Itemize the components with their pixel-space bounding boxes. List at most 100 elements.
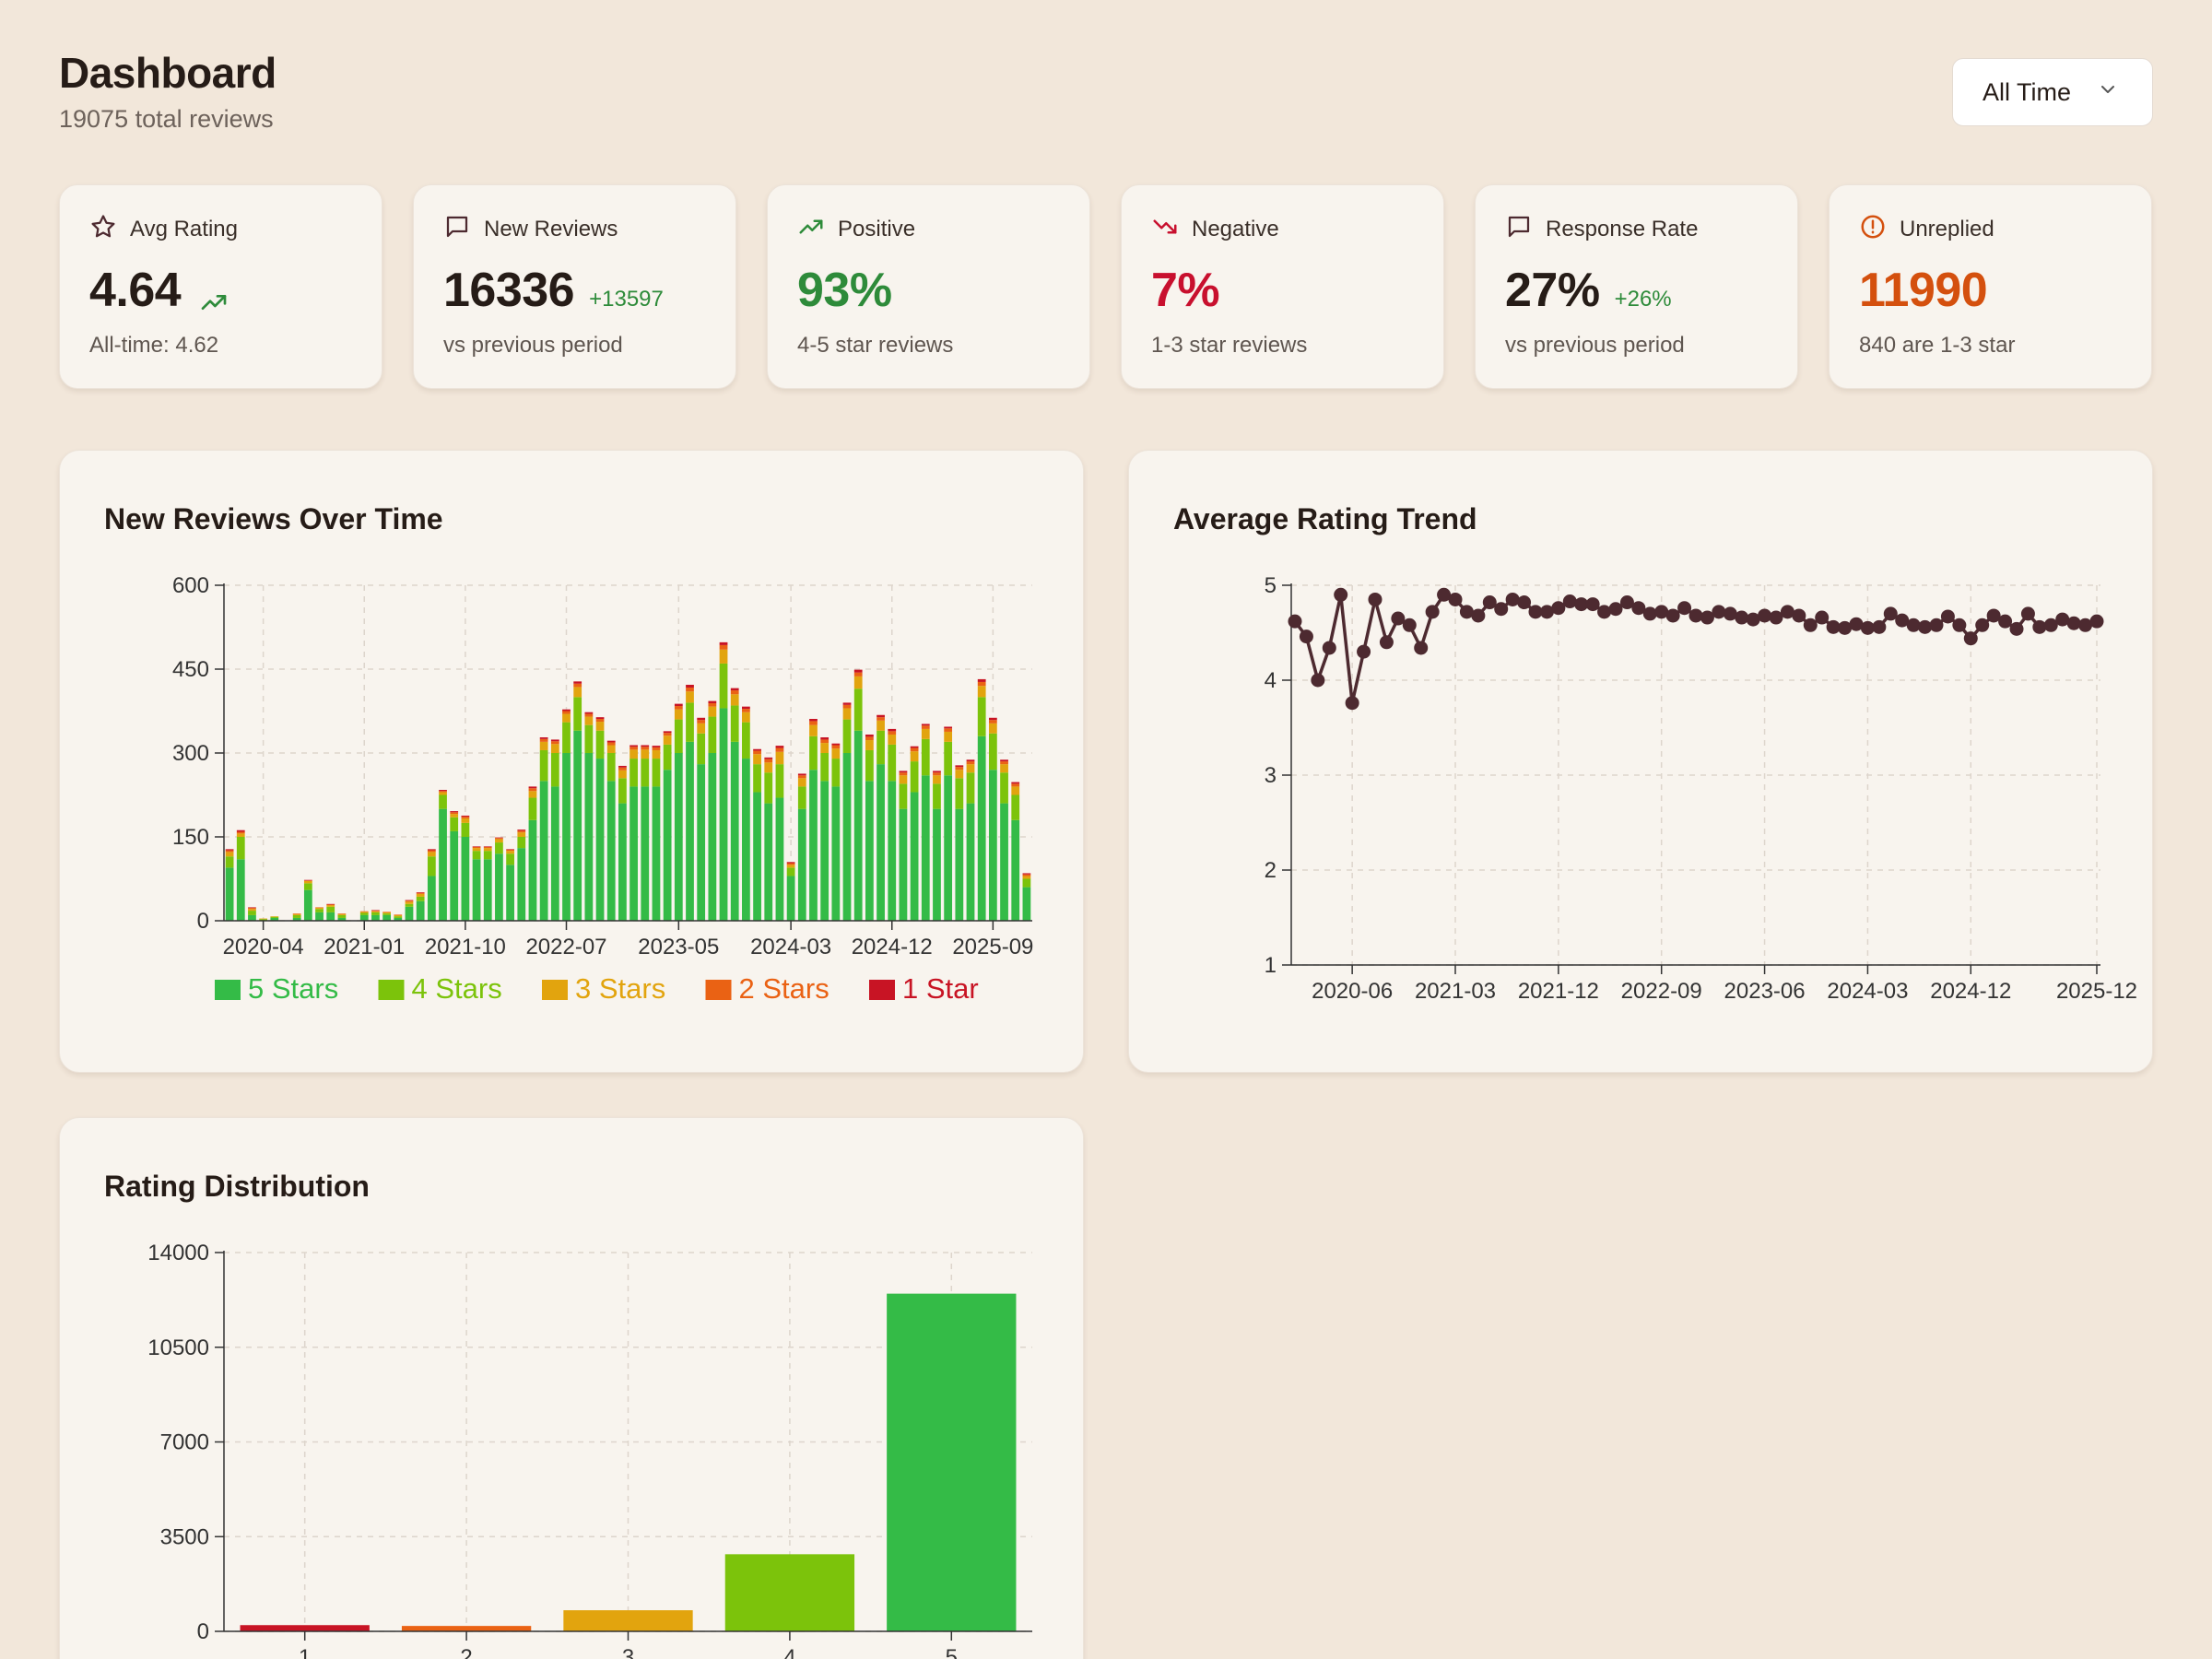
bar-segment bbox=[753, 764, 761, 793]
x-tick-label: 2024-12 bbox=[1930, 979, 2011, 1004]
bar-segment bbox=[562, 711, 571, 714]
bar-segment bbox=[461, 817, 470, 818]
bar-segment bbox=[708, 700, 717, 704]
bar-segment bbox=[450, 812, 459, 815]
kpi-subtext: 1-3 star reviews bbox=[1151, 333, 1308, 358]
bar-segment bbox=[573, 683, 582, 688]
trending-down-icon bbox=[1151, 213, 1179, 247]
y-tick-label: 1 bbox=[1265, 953, 1277, 978]
bar-segment bbox=[742, 706, 750, 710]
bar-segment bbox=[495, 837, 503, 839]
bar-segment bbox=[797, 773, 806, 776]
bar-segment bbox=[641, 759, 650, 787]
bar-segment bbox=[786, 863, 795, 865]
y-tick-label: 14000 bbox=[147, 1241, 209, 1265]
bar-segment bbox=[730, 688, 739, 691]
bar-segment bbox=[326, 906, 335, 912]
bar-segment bbox=[1011, 794, 1020, 820]
bar-segment bbox=[584, 724, 594, 753]
bar-segment bbox=[663, 770, 672, 921]
bar-segment bbox=[753, 750, 761, 755]
kpi-value: 4.64 bbox=[89, 264, 182, 317]
bar-segment bbox=[831, 745, 841, 749]
bar-segment bbox=[652, 746, 661, 747]
data-point bbox=[1998, 614, 2013, 629]
data-point bbox=[1952, 618, 1967, 632]
bar-segment bbox=[550, 753, 559, 787]
kpi-value: 93% bbox=[797, 264, 892, 317]
bar-segment bbox=[539, 741, 548, 750]
bar-segment bbox=[337, 914, 347, 918]
bar-segment bbox=[495, 838, 503, 840]
data-point bbox=[1712, 605, 1726, 619]
bar-segment bbox=[955, 808, 964, 921]
rating-distribution-card: Rating Distribution 0 3500 7000 10500 14000 1… bbox=[59, 1117, 1084, 1659]
bar-segment bbox=[618, 770, 627, 779]
bar-segment bbox=[539, 737, 548, 739]
bar-segment bbox=[405, 900, 414, 902]
data-point bbox=[1803, 618, 1818, 632]
bar-segment bbox=[1000, 761, 1008, 765]
page-header: Dashboard 19075 total reviews bbox=[59, 48, 276, 134]
bar-segment bbox=[259, 919, 268, 921]
kpi-subtext: vs previous period bbox=[1505, 333, 1685, 358]
chart-title: Rating Distribution bbox=[104, 1170, 370, 1203]
star-icon bbox=[89, 213, 117, 247]
bar-segment bbox=[831, 743, 841, 746]
data-point bbox=[1391, 611, 1406, 626]
kpi-value: 27% bbox=[1505, 264, 1600, 317]
bar-segment bbox=[753, 754, 761, 765]
bar-segment bbox=[686, 741, 694, 921]
bar-segment bbox=[697, 720, 706, 724]
data-point bbox=[1723, 606, 1737, 621]
data-point bbox=[2009, 621, 2024, 636]
bar-segment bbox=[427, 876, 436, 921]
bar-segment bbox=[797, 778, 806, 787]
bar-segment bbox=[775, 797, 784, 921]
bar-segment bbox=[326, 912, 335, 921]
data-point bbox=[1494, 602, 1509, 617]
bar-segment bbox=[450, 811, 459, 813]
bar-segment bbox=[303, 879, 312, 881]
bar-segment bbox=[641, 747, 650, 750]
bar-segment bbox=[606, 742, 616, 746]
bar-segment bbox=[618, 765, 627, 768]
data-point bbox=[1517, 595, 1532, 610]
bar-segment bbox=[921, 724, 930, 726]
trending-up-icon bbox=[195, 288, 229, 317]
bar-segment bbox=[742, 759, 750, 921]
bar-segment bbox=[820, 739, 830, 744]
bar-segment bbox=[820, 743, 830, 753]
bar-segment bbox=[933, 772, 941, 776]
bar-segment bbox=[236, 837, 245, 860]
data-point bbox=[1963, 631, 1978, 646]
bar-segment bbox=[730, 741, 739, 921]
bar-segment bbox=[461, 837, 470, 921]
x-tick-label: 2023-06 bbox=[1724, 979, 1806, 1004]
bar-segment bbox=[550, 739, 559, 742]
x-tick-label: 1 bbox=[299, 1645, 311, 1659]
bar-segment bbox=[910, 746, 919, 748]
data-point bbox=[1539, 605, 1554, 619]
bar-segment bbox=[629, 747, 638, 750]
bar-segment bbox=[292, 913, 301, 915]
data-point bbox=[1437, 587, 1452, 602]
x-tick-label: 2021-12 bbox=[1518, 979, 1599, 1004]
data-point bbox=[1986, 608, 2001, 623]
bar-segment bbox=[674, 703, 683, 707]
data-point bbox=[1551, 601, 1566, 616]
bar-segment bbox=[686, 702, 694, 742]
bar-segment bbox=[753, 792, 761, 921]
bar-segment bbox=[775, 751, 784, 765]
bar-segment bbox=[730, 694, 739, 706]
x-tick-label: 2021-01 bbox=[324, 935, 405, 959]
bar-segment bbox=[539, 749, 548, 782]
bar-segment bbox=[517, 832, 526, 837]
period-select[interactable]: All Time bbox=[1952, 58, 2153, 126]
bar-segment bbox=[988, 723, 997, 734]
kpi-unreplied: Unreplied 11990 840 are 1-3 star bbox=[1829, 184, 2152, 389]
bar-segment bbox=[933, 808, 941, 921]
data-point bbox=[1562, 594, 1577, 609]
bar-segment bbox=[573, 730, 582, 921]
trending-up-icon bbox=[797, 213, 825, 247]
